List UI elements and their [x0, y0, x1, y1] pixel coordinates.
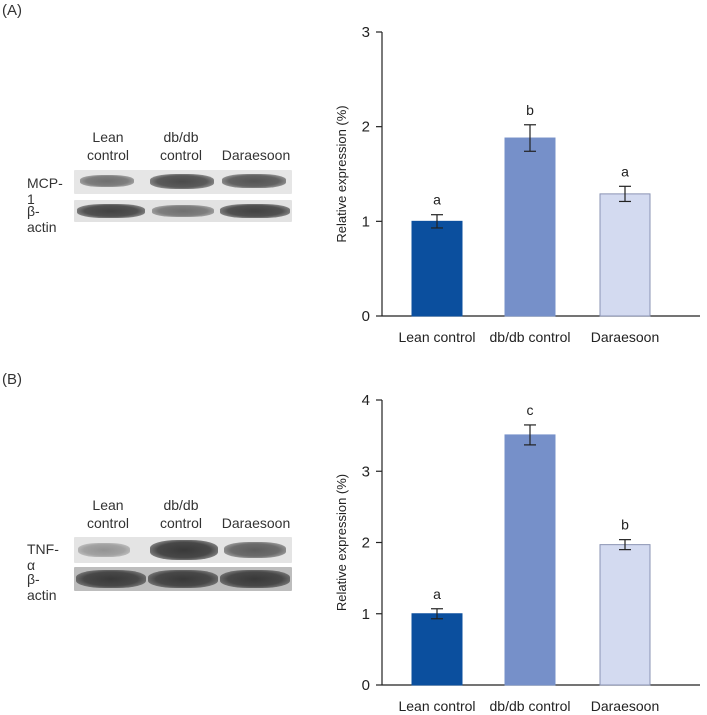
blot-a-lane-2-label: db/db control	[148, 128, 214, 164]
blot-a-lane-3-label: Daraesoon	[216, 146, 296, 164]
chart-b-sig-letter-0: a	[433, 586, 441, 602]
chart-b-category-label-0: Lean control	[398, 698, 475, 714]
blot-a-row-2-band-2	[152, 205, 214, 217]
chart-b-y-tick-label-1: 1	[362, 606, 370, 623]
chart-a-bar-0	[411, 220, 463, 317]
chart-b-sig-letter-1: c	[527, 402, 534, 418]
blot-b-lane-3-label: Daraesoon	[216, 514, 296, 532]
blot-a-row-2-band-3	[220, 204, 290, 218]
chart-a-y-tick-label-3: 3	[362, 24, 370, 41]
chart-b-category-label-2: Daraesoon	[591, 698, 660, 714]
chart-b-y-tick-label-2: 2	[362, 535, 370, 552]
chart-b-y-axis-label: Relative expression (%)	[334, 474, 349, 611]
blot-b-lane-2-line1: db/db	[163, 497, 199, 513]
blot-a-row-2-band-1	[77, 204, 145, 218]
blot-b-row-2-band-1	[76, 570, 146, 588]
chart-a-sig-letter-2: a	[621, 163, 629, 179]
blot-a-row-1-band-2	[150, 174, 214, 189]
bar-chart-b: 0 1 2 3 4 Relative expression (%) a Lean contro…	[334, 392, 700, 714]
chart-a-category-label-1: db/db control	[490, 329, 571, 345]
blot-b-lane-1-label: Lean control	[76, 496, 140, 532]
chart-b-y-tick-label-0: 0	[362, 677, 370, 694]
blot-a-row-1-band-3	[222, 174, 286, 188]
blot-a-lane-2-line2: control	[159, 147, 203, 163]
blot-b-row-1-band-2	[150, 540, 218, 560]
blot-b-row-1-band-3	[224, 542, 286, 558]
blot-b-row-1-band-1	[78, 543, 130, 557]
blot-b-lane-3-line1: Daraesoon	[221, 515, 291, 531]
chart-b-category-label-1: db/db control	[490, 698, 571, 714]
blot-b-row-2-label: β-actin	[27, 571, 57, 603]
blot-a-lane-3-line1: Daraesoon	[221, 147, 291, 163]
chart-a-bar-2	[599, 193, 651, 317]
chart-b-bar-1	[504, 434, 556, 686]
blot-a-lane-1-line2: control	[86, 147, 130, 163]
chart-a-category-label-2: Daraesoon	[591, 329, 660, 345]
blot-b-row-2-band-3	[220, 570, 290, 588]
chart-a-sig-letter-0: a	[433, 192, 441, 208]
blot-a-lane-1-line1: Lean	[92, 129, 124, 145]
blot-a-row-1-band-1	[80, 175, 134, 187]
blot-b-lane-2-line2: control	[159, 515, 203, 531]
blot-b-row-2-band-2	[148, 570, 218, 588]
blot-a-lane-2-line1: db/db	[163, 129, 199, 145]
chart-a-y-tick-label-1: 1	[362, 213, 370, 230]
blot-a-row-1-label: MCP-1	[27, 175, 63, 207]
blot-a-row-2-label: β-actin	[27, 203, 57, 235]
chart-a-y-tick-label-2: 2	[362, 119, 370, 136]
chart-a-y-axis-label: Relative expression (%)	[334, 105, 349, 242]
chart-a-y-tick-label-0: 0	[362, 308, 370, 325]
blot-b-lane-2-label: db/db control	[148, 496, 214, 532]
blot-a-row-2-strip	[74, 200, 292, 222]
blot-b-row-2-strip	[74, 567, 292, 591]
blot-b-lane-1-line2: control	[86, 515, 130, 531]
chart-b-y-tick-label-4: 4	[362, 392, 370, 409]
blot-a-row-1-strip	[74, 170, 292, 194]
chart-a-category-label-0: Lean control	[398, 329, 475, 345]
chart-b-bar-2	[599, 544, 651, 686]
chart-a-bar-1	[504, 137, 556, 317]
chart-b-sig-letter-2: b	[621, 517, 629, 533]
chart-a-sig-letter-1: b	[526, 102, 534, 118]
bar-chart-a: 0 1 2 3 Relative expression (%) a Lean control…	[334, 24, 700, 345]
chart-b-y-tick-label-3: 3	[362, 463, 370, 480]
blot-b-row-1-strip	[74, 537, 292, 563]
blot-b-row-1-label: TNF-α	[27, 541, 59, 573]
panel-a-label: (A)	[2, 2, 22, 19]
chart-b-bar-0	[411, 613, 463, 686]
blot-b-lane-1-line1: Lean	[92, 497, 124, 513]
panel-b-label: (B)	[2, 371, 22, 388]
blot-a-lane-1-label: Lean control	[76, 128, 140, 164]
